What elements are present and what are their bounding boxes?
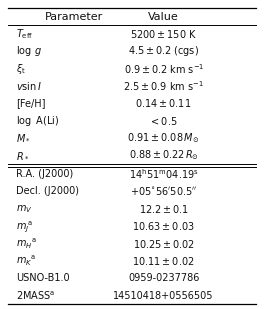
Text: $< 0.5$: $< 0.5$ xyxy=(149,115,178,127)
Text: 0959-0237786: 0959-0237786 xyxy=(128,273,199,283)
Text: Parameter: Parameter xyxy=(45,12,103,22)
Text: $T_{\mathrm{eff}}$: $T_{\mathrm{eff}}$ xyxy=(16,27,33,41)
Text: $10.25 \pm 0.02$: $10.25 \pm 0.02$ xyxy=(133,238,195,249)
Text: Value: Value xyxy=(148,12,179,22)
Text: $\log$ A(Li): $\log$ A(Li) xyxy=(16,114,59,128)
Text: $4.5 \pm 0.2$ (cgs): $4.5 \pm 0.2$ (cgs) xyxy=(128,44,199,58)
Text: $0.9 \pm 0.2$ km s$^{-1}$: $0.9 \pm 0.2$ km s$^{-1}$ xyxy=(124,62,204,76)
Text: $R_*$: $R_*$ xyxy=(16,150,29,161)
Text: $\xi_{\mathrm{t}}$: $\xi_{\mathrm{t}}$ xyxy=(16,62,26,76)
Text: $0.14 \pm 0.11$: $0.14 \pm 0.11$ xyxy=(135,97,192,109)
Text: $0.91 \pm 0.08\,M_{\odot}$: $0.91 \pm 0.08\,M_{\odot}$ xyxy=(128,131,200,145)
Text: 14510418+0556505: 14510418+0556505 xyxy=(114,290,214,301)
Text: $M_*$: $M_*$ xyxy=(16,133,31,143)
Text: $12.2 \pm 0.1$: $12.2 \pm 0.1$ xyxy=(139,203,188,215)
Text: $2.5 \pm 0.9$ km s$^{-1}$: $2.5 \pm 0.9$ km s$^{-1}$ xyxy=(123,79,204,93)
Text: $10.63 \pm 0.03$: $10.63 \pm 0.03$ xyxy=(132,220,195,232)
Text: $m_V$: $m_V$ xyxy=(16,203,32,215)
Text: $14^{\mathrm{h}}51^{\mathrm{m}}04.19^{\mathrm{s}}$: $14^{\mathrm{h}}51^{\mathrm{m}}04.19^{\m… xyxy=(129,167,199,181)
Text: $0.88 \pm 0.22\,R_{\odot}$: $0.88 \pm 0.22\,R_{\odot}$ xyxy=(129,149,199,163)
Text: $m_K$$^{\mathrm{a}}$: $m_K$$^{\mathrm{a}}$ xyxy=(16,254,36,268)
Text: [Fe/H]: [Fe/H] xyxy=(16,99,45,108)
Text: $5200 \pm 150$ K: $5200 \pm 150$ K xyxy=(130,28,197,40)
Text: R.A. (J2000): R.A. (J2000) xyxy=(16,169,73,179)
Text: $m_H$$^{\mathrm{a}}$: $m_H$$^{\mathrm{a}}$ xyxy=(16,236,36,251)
Text: $v\sin I$: $v\sin I$ xyxy=(16,80,42,92)
Text: $10.11 \pm 0.02$: $10.11 \pm 0.02$ xyxy=(132,255,195,267)
Text: USNO-B1.0: USNO-B1.0 xyxy=(16,273,69,283)
Text: $+05^{\circ}56^{\prime}50.5^{\prime\prime}$: $+05^{\circ}56^{\prime}50.5^{\prime\prim… xyxy=(130,185,197,197)
Text: 2MASS$^{\mathrm{a}}$: 2MASS$^{\mathrm{a}}$ xyxy=(16,289,55,302)
Text: $m_J$$^{\mathrm{a}}$: $m_J$$^{\mathrm{a}}$ xyxy=(16,219,33,234)
Text: Decl. (J2000): Decl. (J2000) xyxy=(16,186,79,197)
Text: $\log\,g$: $\log\,g$ xyxy=(16,44,42,58)
